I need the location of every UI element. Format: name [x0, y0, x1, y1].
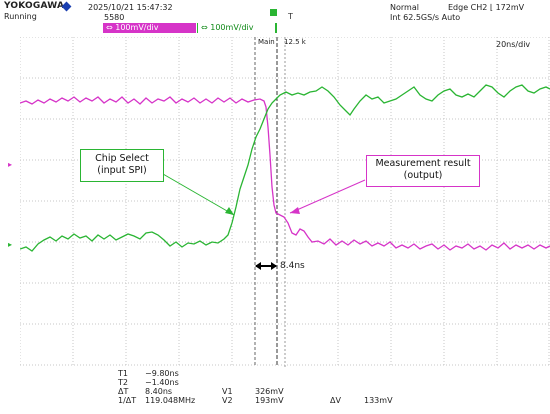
trigger-position-icon: T: [288, 12, 293, 21]
channel2-scale: 100mV/div: [210, 23, 254, 32]
t1-label: T1: [118, 369, 128, 378]
t1-value: −9.80ns: [145, 369, 179, 378]
sample-info: Int 62.5GS/s Auto: [390, 13, 461, 22]
chip-select-arrow: [162, 173, 235, 216]
inv-dt-label: 1/ΔT: [118, 396, 137, 405]
v1-label: V1: [222, 387, 233, 396]
channel1-level-icon: ▸: [8, 160, 13, 169]
main-label: Main: [258, 38, 275, 46]
measurement-text-1: Measurement result: [375, 158, 471, 169]
main-value: 12.5 k: [284, 38, 306, 46]
dt-value: 8.40ns: [145, 387, 173, 396]
run-state: Running: [4, 12, 37, 21]
channel1-badge[interactable]: ⇔ 100mV/div: [103, 23, 196, 33]
chip-select-callout: Chip Select (input SPI): [80, 149, 164, 182]
measurement-arrow: [289, 179, 366, 214]
acquisition-count: 5580: [104, 13, 125, 22]
channel1-arrow-icon: ⇔: [106, 23, 113, 32]
status-header: YOKOGAWA Running 2025/10/21 15:47:32 558…: [0, 0, 550, 37]
brand-logo: YOKOGAWA: [4, 1, 65, 11]
v1-value: 326mV: [255, 387, 284, 396]
measurement-text-2: (output): [403, 170, 443, 181]
measurement-arrowhead: [290, 207, 300, 214]
cursor-readout: T1 −9.80ns T2 −1.40ns ΔT 8.40ns 1/ΔT 119…: [0, 367, 550, 414]
channel2-badge[interactable]: ⇔ 100mV/div: [197, 23, 277, 33]
dv-label: ΔV: [330, 396, 341, 405]
v2-label: V2: [222, 396, 233, 405]
trigger-mode: Normal: [390, 3, 419, 12]
t2-label: T2: [118, 378, 128, 387]
dt-label: ΔT: [118, 387, 129, 396]
inv-dt-value: 119.048MHz: [145, 396, 196, 405]
timebase-label: 20ns/div: [496, 40, 531, 49]
t2-value: −1.40ns: [145, 378, 179, 387]
dv-value: 133mV: [364, 396, 393, 405]
waveform-display: ⊥ ⏚: [20, 37, 550, 367]
channel1-trace: [20, 96, 550, 251]
channel1-scale: 100mV/div: [115, 23, 159, 32]
datetime: 2025/10/21 15:47:32: [88, 3, 173, 12]
delta-label: 8.4ns: [280, 261, 305, 271]
trigger-info: Edge CH2 ⌊ 172mV: [448, 3, 525, 12]
delta-arrowhead-left: [255, 262, 261, 270]
channel2-marker-icon: [270, 9, 277, 16]
channel2-arrow-icon: ⇔: [201, 23, 208, 32]
channel2-trace: [20, 84, 550, 252]
channel2-level-icon: ▸: [8, 240, 13, 249]
measurement-callout: Measurement result (output): [366, 155, 480, 187]
v2-value: 193mV: [255, 396, 284, 405]
chip-select-arrowhead: [225, 207, 234, 215]
delta-arrowhead-right: [271, 262, 277, 270]
chip-select-text-2: (input SPI): [97, 165, 147, 176]
chip-select-text-1: Chip Select: [95, 153, 149, 164]
